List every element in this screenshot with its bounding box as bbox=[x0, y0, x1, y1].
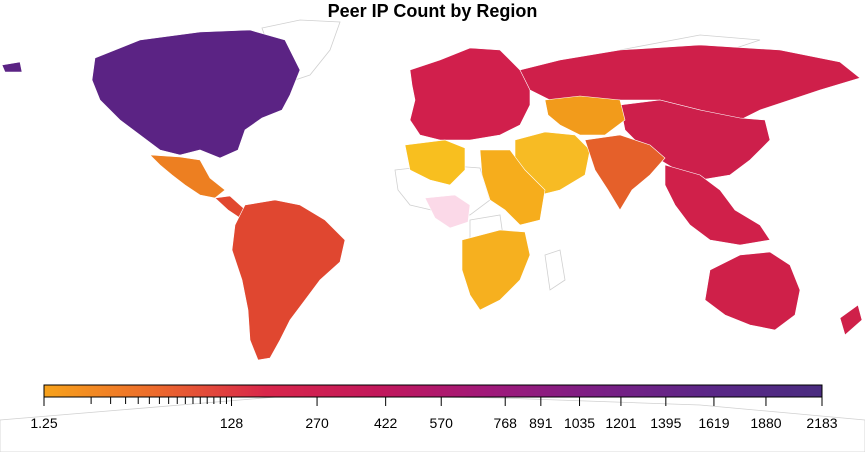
data-regions bbox=[1, 29, 863, 361]
region-australia bbox=[704, 251, 801, 331]
colorbar-tick-label: 128 bbox=[220, 415, 244, 431]
colorbar-tick-label: 891 bbox=[529, 415, 553, 431]
colorbar-tick-label: 422 bbox=[374, 415, 398, 431]
region-kazakhstan bbox=[544, 95, 626, 136]
region-new-zealand bbox=[839, 304, 863, 336]
antarctica bbox=[0, 394, 865, 452]
region-east-africa bbox=[479, 149, 546, 226]
region-southern-africa bbox=[461, 229, 531, 311]
colorbar-tick-label: 1619 bbox=[698, 415, 729, 431]
colorbar-tick-label: 1395 bbox=[650, 415, 681, 431]
colorbar-tick-label: 2183 bbox=[806, 415, 837, 431]
chart-title: Peer IP Count by Region bbox=[327, 1, 538, 21]
colorbar-tick-label: 1201 bbox=[605, 415, 636, 431]
madagascar bbox=[544, 249, 566, 291]
colorbar-tick-label: 570 bbox=[430, 415, 454, 431]
region-southeast-asia bbox=[664, 164, 771, 246]
region-india bbox=[584, 134, 666, 211]
colorbar-tick-label: 1035 bbox=[564, 415, 595, 431]
colorbar-tick-label: 1880 bbox=[750, 415, 781, 431]
region-west-africa bbox=[424, 194, 471, 229]
colorbar-tick-label: 1.25 bbox=[30, 415, 57, 431]
region-mexico bbox=[149, 154, 226, 199]
region-north-africa bbox=[404, 139, 466, 186]
region-north-america-alaska-tip bbox=[1, 61, 23, 73]
colorbar-tick-labels: 1.25 128 270 422 570 768 891 1035 1201 1395 1619 18… bbox=[30, 415, 837, 431]
region-europe bbox=[409, 47, 531, 141]
region-south-america bbox=[231, 199, 346, 361]
colorbar-ticks bbox=[43, 397, 823, 406]
colorbar-tick-label: 768 bbox=[494, 415, 518, 431]
colorbar-tick-label: 270 bbox=[305, 415, 329, 431]
colorbar bbox=[43, 384, 823, 398]
region-north-america bbox=[91, 29, 301, 159]
